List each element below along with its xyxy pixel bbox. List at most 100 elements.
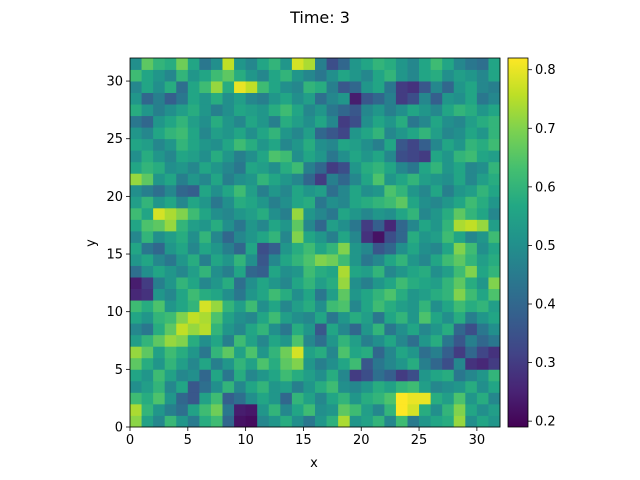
heatmap-cell <box>326 323 339 336</box>
heatmap-cell <box>395 196 408 209</box>
heatmap-cell <box>245 254 258 266</box>
heatmap-cell <box>164 104 177 117</box>
heatmap-cell <box>280 104 293 117</box>
heatmap-cell <box>476 265 489 278</box>
heatmap-cell <box>222 196 235 209</box>
heatmap-cell <box>361 300 374 313</box>
heatmap-cell <box>234 92 247 105</box>
heatmap-cell <box>176 138 189 151</box>
heatmap-cell <box>199 357 212 370</box>
heatmap-cell <box>303 104 316 117</box>
y-tick-label: 15 <box>106 248 123 263</box>
heatmap-cell <box>245 69 258 82</box>
heatmap-cell <box>384 403 397 416</box>
heatmap-cell <box>130 104 142 117</box>
heatmap-cell <box>222 242 235 255</box>
heatmap-cell <box>430 403 443 416</box>
heatmap-cell <box>291 265 304 278</box>
heatmap-cell <box>222 92 235 105</box>
heatmap-cell <box>407 58 420 70</box>
heatmap-cell <box>291 92 304 105</box>
y-tick-label: 10 <box>106 305 123 320</box>
heatmap-cell <box>349 403 362 416</box>
heatmap-cell <box>476 127 489 140</box>
heatmap-cell <box>199 230 212 243</box>
heatmap-cell <box>442 150 455 163</box>
heatmap-cell <box>176 346 189 359</box>
heatmap-cell <box>222 81 235 93</box>
heatmap-cell <box>488 242 501 255</box>
x-tick-label: 15 <box>295 433 312 448</box>
heatmap-cell <box>199 369 212 382</box>
heatmap-cell <box>338 196 351 209</box>
heatmap-cell <box>210 150 223 163</box>
heatmap-cell <box>280 277 293 290</box>
heatmap-cell <box>141 207 154 220</box>
heatmap-cell <box>476 150 489 163</box>
heatmap-cell <box>245 346 258 359</box>
heatmap-cell <box>130 346 142 359</box>
heatmap-cell <box>280 403 293 416</box>
heatmap-cell <box>453 403 466 416</box>
heatmap-cell <box>407 369 420 382</box>
heatmap-cell <box>245 300 258 313</box>
heatmap-cell <box>257 219 270 232</box>
heatmap-cell <box>430 265 443 278</box>
heatmap-cell <box>326 277 339 290</box>
heatmap-cell <box>338 69 351 82</box>
heatmap-cell <box>465 323 478 336</box>
heatmap-cell <box>280 81 293 93</box>
heatmap-cell <box>315 127 327 140</box>
heatmap-cell <box>384 230 397 243</box>
heatmap-cell <box>210 311 223 324</box>
heatmap-cell <box>280 219 293 232</box>
heatmap-cell <box>361 127 374 140</box>
x-tick-label: 10 <box>237 433 254 448</box>
heatmap-cell <box>326 357 339 370</box>
heatmap-cell <box>234 300 247 313</box>
heatmap-cell <box>384 92 397 105</box>
heatmap-cell <box>453 92 466 105</box>
heatmap-cell <box>291 184 304 197</box>
heatmap-cell <box>465 219 478 232</box>
colorbar-ticks: 0.2 0.3 0.4 0.5 0.6 0.7 0.8 <box>528 63 556 430</box>
heatmap-cell <box>476 230 489 243</box>
heatmap-cell <box>453 150 466 163</box>
heatmap-cell <box>303 138 316 151</box>
heatmap-cell <box>430 207 443 220</box>
heatmap-cell <box>395 161 408 174</box>
heatmap-cell <box>210 415 223 428</box>
heatmap-cell <box>291 127 304 140</box>
heatmap-cell <box>141 196 154 209</box>
heatmap-cell <box>303 380 316 393</box>
heatmap-cell <box>164 230 177 243</box>
heatmap-cell <box>349 242 362 255</box>
heatmap-cell <box>222 288 235 301</box>
heatmap-cell <box>268 230 281 243</box>
heatmap-cell <box>268 173 281 186</box>
heatmap-cell <box>419 380 432 393</box>
heatmap-cell <box>349 184 362 197</box>
heatmap-cell <box>384 392 397 405</box>
heatmap-cell <box>130 58 142 70</box>
heatmap-cell <box>349 357 362 370</box>
heatmap-cell <box>407 392 420 405</box>
heatmap-cell <box>384 300 397 313</box>
heatmap-cell <box>130 69 142 82</box>
heatmap-cell <box>153 196 166 209</box>
heatmap-cell <box>430 138 443 151</box>
heatmap-cell <box>153 115 166 128</box>
heatmap-cell <box>488 230 501 243</box>
heatmap-cell <box>407 357 420 370</box>
heatmap-cell <box>419 81 432 93</box>
heatmap-cell <box>361 81 374 93</box>
heatmap-cell <box>419 196 432 209</box>
heatmap-cell <box>210 392 223 405</box>
heatmap-cell <box>361 357 374 370</box>
heatmap-cell <box>407 69 420 82</box>
heatmap-cell <box>164 380 177 393</box>
heatmap-cell <box>465 196 478 209</box>
heatmap-cell <box>395 104 408 117</box>
heatmap-cell <box>199 161 212 174</box>
heatmap-cell <box>164 138 177 151</box>
